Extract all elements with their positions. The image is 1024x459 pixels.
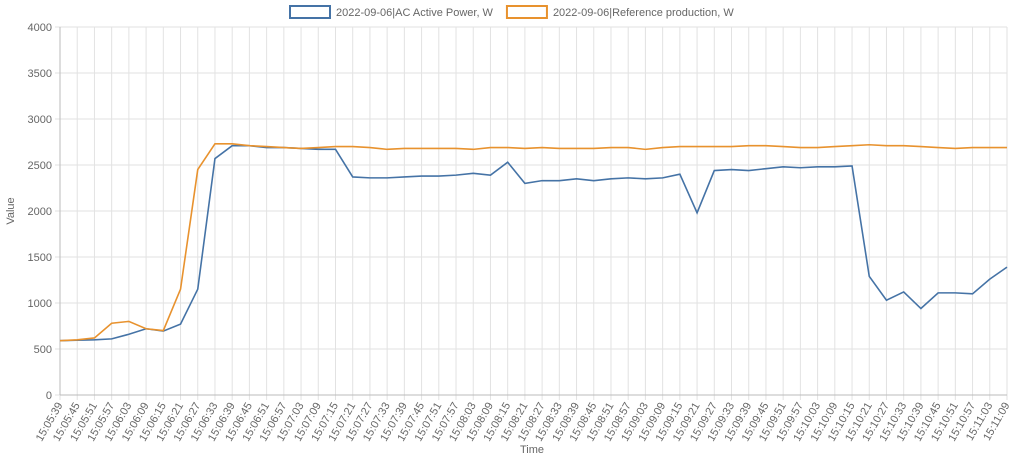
y-tick-label: 3500 <box>28 68 52 80</box>
y-tick-label: 3000 <box>28 114 52 126</box>
y-tick-label: 2000 <box>28 206 52 218</box>
series-line <box>59 144 1008 342</box>
y-tick-label: 2500 <box>28 160 52 172</box>
y-axis-label: Value <box>5 197 17 224</box>
y-tick-label: 500 <box>34 344 52 356</box>
y-tick-label: 4000 <box>28 22 52 34</box>
legend-label: 2022-09-06|Reference production, W <box>553 7 734 19</box>
legend-swatch <box>505 5 548 19</box>
legend-swatch <box>289 5 331 19</box>
y-tick-label: 1500 <box>28 252 52 264</box>
y-tick-label: 1000 <box>28 298 52 310</box>
legend-label: 2022-09-06|AC Active Power, W <box>336 7 494 19</box>
x-axis-label: Time <box>520 444 544 456</box>
series-line <box>59 143 1007 342</box>
y-tick-label: 0 <box>46 390 52 402</box>
